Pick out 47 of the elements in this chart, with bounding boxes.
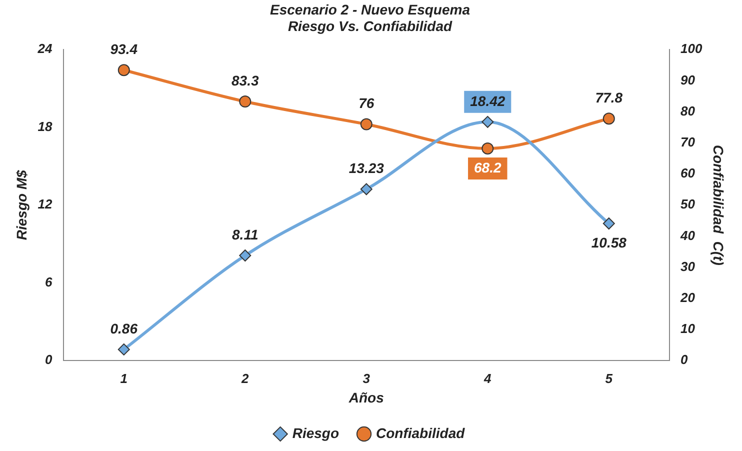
data-label: 83.3 [232,72,259,88]
point [360,183,372,196]
data-label: 0.86 [110,320,138,336]
data-label: 13.23 [348,160,384,176]
point [239,96,252,108]
x-tick-label: 3 [362,370,371,386]
data-label: 10.58 [591,234,627,250]
chart-title: Escenario 2 - Nuevo Esquema Riesgo Vs. Confiabilidad [270,1,470,34]
x-tick-label: 1 [120,370,128,386]
point [239,250,252,262]
data-label: 93.4 [110,40,138,57]
y-tick-label: 12 [38,196,54,212]
y-axis-title: Riesgo M$ [13,170,30,240]
y-tick-label: 24 [36,41,54,56]
y2-tick-label: 40 [680,228,696,243]
point [602,112,615,125]
y2-tick-label: 50 [680,196,696,212]
data-label: 8.11 [232,226,258,242]
legend-label: Confiabilidad [376,424,466,441]
point [118,64,130,76]
point [602,218,615,230]
y2-tick-label: 10 [680,321,696,336]
y2-tick-label: 100 [680,41,703,56]
legend-label: Riesgo [292,424,340,441]
y-tick-label: 0 [45,352,54,368]
point [482,116,494,128]
data-label: 76 [358,95,374,112]
data-label: 68.2 [474,159,502,176]
x-axis-title: Años [348,389,384,406]
y-tick-label: 18 [38,118,54,134]
point [118,343,130,356]
x-tick-label: 4 [483,370,492,386]
x-tick-label: 5 [605,370,614,386]
y2-axis-title: Confiabilidad C(t) [710,144,727,266]
point [360,118,372,130]
y2-tick-label: 90 [680,72,696,88]
y2-tick-label: 20 [680,290,696,305]
point [482,142,494,154]
y2-tick-label: 30 [680,258,696,274]
y2-tick-label: 60 [680,166,696,181]
x-tick-label: 2 [240,370,250,386]
y2-tick-label: 80 [680,103,696,118]
data-label: 77.8 [595,90,623,106]
y-tick-label: 6 [45,274,54,290]
y2-tick-label: 0 [680,352,689,368]
y2-tick-label: 70 [680,134,696,150]
data-label: 18.42 [470,92,506,109]
